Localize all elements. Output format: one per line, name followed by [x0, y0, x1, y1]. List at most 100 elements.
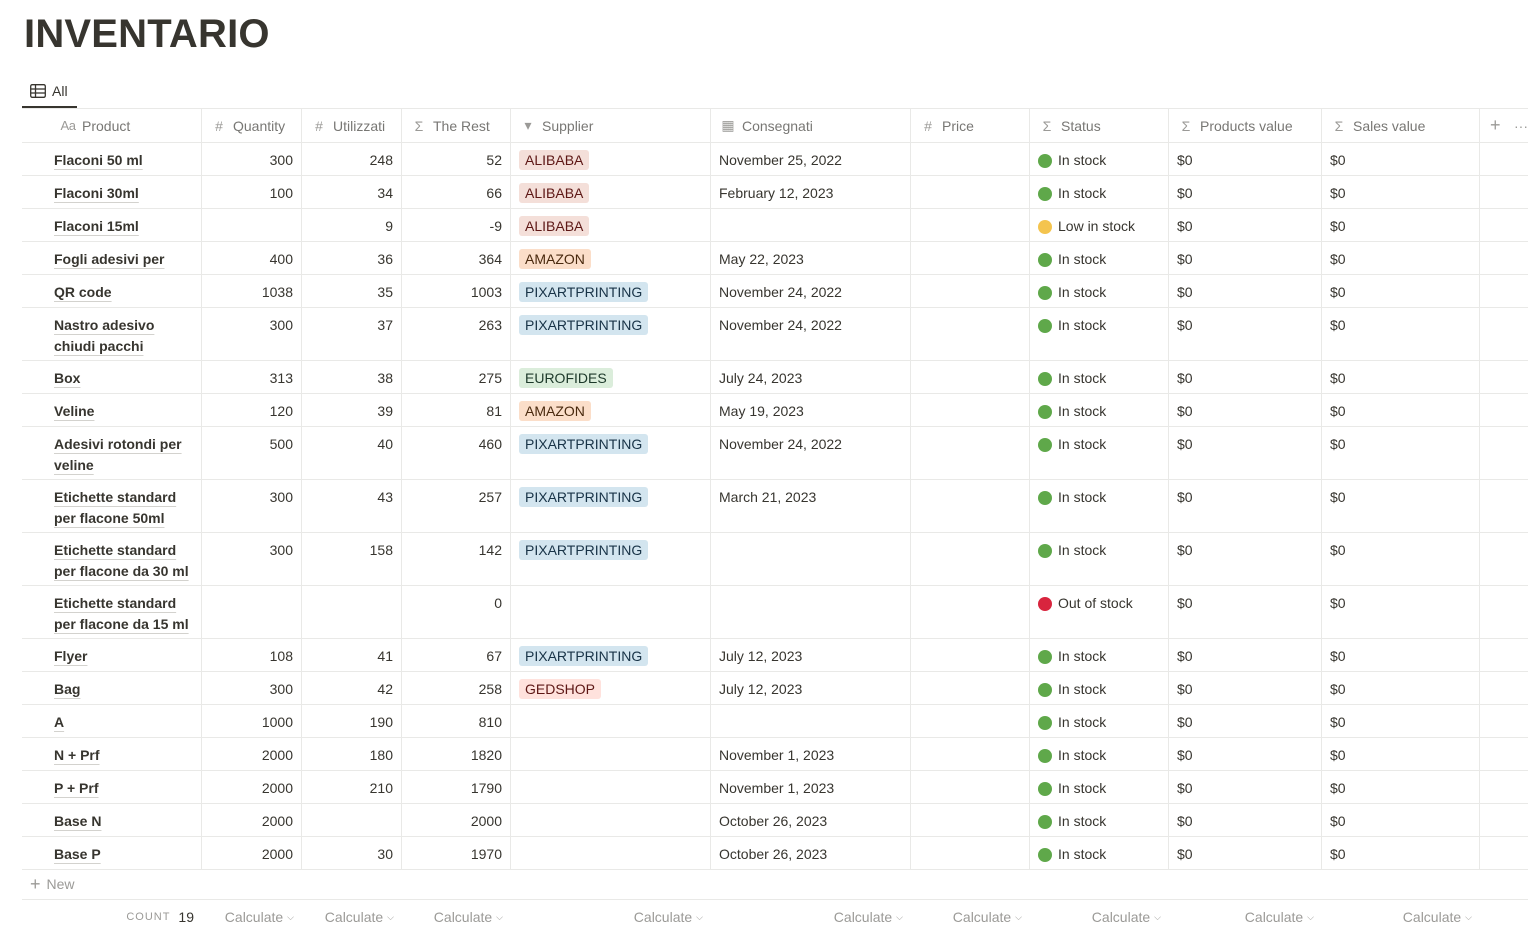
table-row[interactable]: Flyer 108 41 67 PIXARTPRINTING July 12, 2023 I…	[22, 639, 1528, 672]
cell-quantity[interactable]: 100	[202, 176, 302, 208]
cell-utilizzati[interactable]: 38	[302, 361, 402, 393]
product-name[interactable]: QR code	[54, 284, 112, 300]
cell-product[interactable]: Fogli adesivi per flyer	[22, 242, 202, 274]
cell-supplier[interactable]: EUROFIDES	[511, 361, 711, 393]
cell-quantity[interactable]: 300	[202, 533, 302, 585]
product-name[interactable]: Flaconi 15ml	[54, 218, 139, 234]
table-row[interactable]: N + Prf 2000 180 1820 November 1, 2023 In sto…	[22, 738, 1528, 771]
footer-calc-quantity[interactable]: Calculate ⌵	[202, 901, 302, 933]
cell-price[interactable]	[911, 771, 1030, 803]
cell-utilizzati[interactable]: 40	[302, 427, 402, 479]
cell-quantity[interactable]: 108	[202, 639, 302, 671]
cell-product[interactable]: A	[22, 705, 202, 737]
cell-supplier[interactable]	[511, 705, 711, 737]
table-row[interactable]: Flaconi 30ml 100 34 66 ALIBABA February 12, 2…	[22, 176, 1528, 209]
cell-quantity[interactable]: 500	[202, 427, 302, 479]
table-row[interactable]: Flaconi 50 ml 300 248 52 ALIBABA November 25,…	[22, 143, 1528, 176]
cell-quantity[interactable]: 2000	[202, 738, 302, 770]
table-row[interactable]: Fogli adesivi per flyer 400 36 364 AMAZON May…	[22, 242, 1528, 275]
product-name[interactable]: Flaconi 50 ml	[54, 152, 143, 168]
cell-consegnati[interactable]: July 24, 2023	[711, 361, 911, 393]
cell-consegnati[interactable]: March 21, 2023	[711, 480, 911, 532]
cell-utilizzati[interactable]: 42	[302, 672, 402, 704]
cell-quantity[interactable]: 2000	[202, 771, 302, 803]
cell-product[interactable]: Bag	[22, 672, 202, 704]
cell-quantity[interactable]: 2000	[202, 837, 302, 869]
product-name[interactable]: Fogli adesivi per flyer	[54, 251, 165, 274]
column-header-quantity[interactable]: # Quantity	[202, 109, 302, 142]
table-row[interactable]: P + Prf 2000 210 1790 November 1, 2023 In sto…	[22, 771, 1528, 804]
cell-utilizzati[interactable]: 248	[302, 143, 402, 175]
cell-utilizzati[interactable]: 190	[302, 705, 402, 737]
cell-supplier[interactable]: PIXARTPRINTING	[511, 275, 711, 307]
cell-consegnati[interactable]: November 24, 2022	[711, 308, 911, 360]
footer-calc-consegnati[interactable]: Calculate ⌵	[711, 901, 911, 933]
cell-product[interactable]: Box	[22, 361, 202, 393]
cell-quantity[interactable]: 1038	[202, 275, 302, 307]
cell-product[interactable]: Base N	[22, 804, 202, 836]
cell-consegnati[interactable]: November 24, 2022	[711, 427, 911, 479]
cell-product[interactable]: Nastro adesivo chiudi pacchi	[22, 308, 202, 360]
cell-price[interactable]	[911, 586, 1030, 638]
footer-calc-the-rest[interactable]: Calculate ⌵	[402, 901, 511, 933]
cell-consegnati[interactable]	[711, 533, 911, 585]
footer-calc-status[interactable]: Calculate ⌵	[1030, 901, 1169, 933]
cell-price[interactable]	[911, 394, 1030, 426]
product-name[interactable]: N + Prf	[54, 747, 100, 763]
cell-consegnati[interactable]: May 22, 2023	[711, 242, 911, 274]
cell-product[interactable]: Flyer	[22, 639, 202, 671]
cell-price[interactable]	[911, 738, 1030, 770]
cell-product[interactable]: Veline	[22, 394, 202, 426]
new-row-button[interactable]: + New	[22, 868, 1528, 900]
cell-consegnati[interactable]: February 12, 2023	[711, 176, 911, 208]
cell-utilizzati[interactable]: 36	[302, 242, 402, 274]
table-row[interactable]: Nastro adesivo chiudi pacchi 300 37 263 PIXA…	[22, 308, 1528, 361]
table-row[interactable]: Flaconi 15ml 9 -9 ALIBABA Low in stock $0 $0	[22, 209, 1528, 242]
cell-supplier[interactable]: ALIBABA	[511, 209, 711, 241]
cell-consegnati[interactable]: November 24, 2022	[711, 275, 911, 307]
cell-product[interactable]: N + Prf	[22, 738, 202, 770]
cell-quantity[interactable]: 313	[202, 361, 302, 393]
table-row[interactable]: Etichette standard per flacone da 30 ml 3…	[22, 533, 1528, 586]
cell-utilizzati[interactable]: 34	[302, 176, 402, 208]
column-header-sales-value[interactable]: Σ Sales value	[1322, 109, 1480, 142]
product-name[interactable]: Etichette standard per flacone da 15 ml	[54, 595, 189, 632]
cell-quantity[interactable]: 120	[202, 394, 302, 426]
cell-utilizzati[interactable]: 37	[302, 308, 402, 360]
cell-consegnati[interactable]: October 26, 2023	[711, 804, 911, 836]
cell-consegnati[interactable]: May 19, 2023	[711, 394, 911, 426]
cell-utilizzati[interactable]: 158	[302, 533, 402, 585]
product-name[interactable]: Base P	[54, 846, 101, 862]
cell-product[interactable]: Base P	[22, 837, 202, 869]
cell-supplier[interactable]: ALIBABA	[511, 143, 711, 175]
cell-supplier[interactable]: AMAZON	[511, 394, 711, 426]
cell-supplier[interactable]: PIXARTPRINTING	[511, 427, 711, 479]
table-row[interactable]: Adesivi rotondi per veline 500 40 460 PIXART…	[22, 427, 1528, 480]
cell-consegnati[interactable]: July 12, 2023	[711, 639, 911, 671]
cell-quantity[interactable]: 300	[202, 672, 302, 704]
cell-supplier[interactable]	[511, 837, 711, 869]
column-header-consegnati[interactable]: ▦ Consegnati	[711, 109, 911, 142]
cell-quantity[interactable]: 2000	[202, 804, 302, 836]
cell-price[interactable]	[911, 427, 1030, 479]
product-name[interactable]: Flyer	[54, 648, 88, 664]
cell-price[interactable]	[911, 143, 1030, 175]
product-name[interactable]: Base N	[54, 813, 102, 829]
footer-calc-utilizzati[interactable]: Calculate ⌵	[302, 901, 402, 933]
product-name[interactable]: Box	[54, 370, 81, 386]
cell-product[interactable]: QR code	[22, 275, 202, 307]
cell-price[interactable]	[911, 308, 1030, 360]
table-row[interactable]: Etichette standard per flacone 50ml 300 43…	[22, 480, 1528, 533]
cell-utilizzati[interactable]: 180	[302, 738, 402, 770]
cell-supplier[interactable]: PIXARTPRINTING	[511, 480, 711, 532]
cell-price[interactable]	[911, 804, 1030, 836]
cell-price[interactable]	[911, 837, 1030, 869]
cell-utilizzati[interactable]: 30	[302, 837, 402, 869]
cell-utilizzati[interactable]: 43	[302, 480, 402, 532]
table-row[interactable]: Base N 2000 2000 October 26, 2023 In stock $0…	[22, 804, 1528, 837]
table-row[interactable]: Bag 300 42 258 GEDSHOP July 12, 2023 In stock $…	[22, 672, 1528, 705]
cell-utilizzati[interactable]: 210	[302, 771, 402, 803]
cell-quantity[interactable]: 300	[202, 308, 302, 360]
table-row[interactable]: Base P 2000 30 1970 October 26, 2023 In stock…	[22, 837, 1528, 870]
footer-calc-supplier[interactable]: Calculate ⌵	[511, 901, 711, 933]
